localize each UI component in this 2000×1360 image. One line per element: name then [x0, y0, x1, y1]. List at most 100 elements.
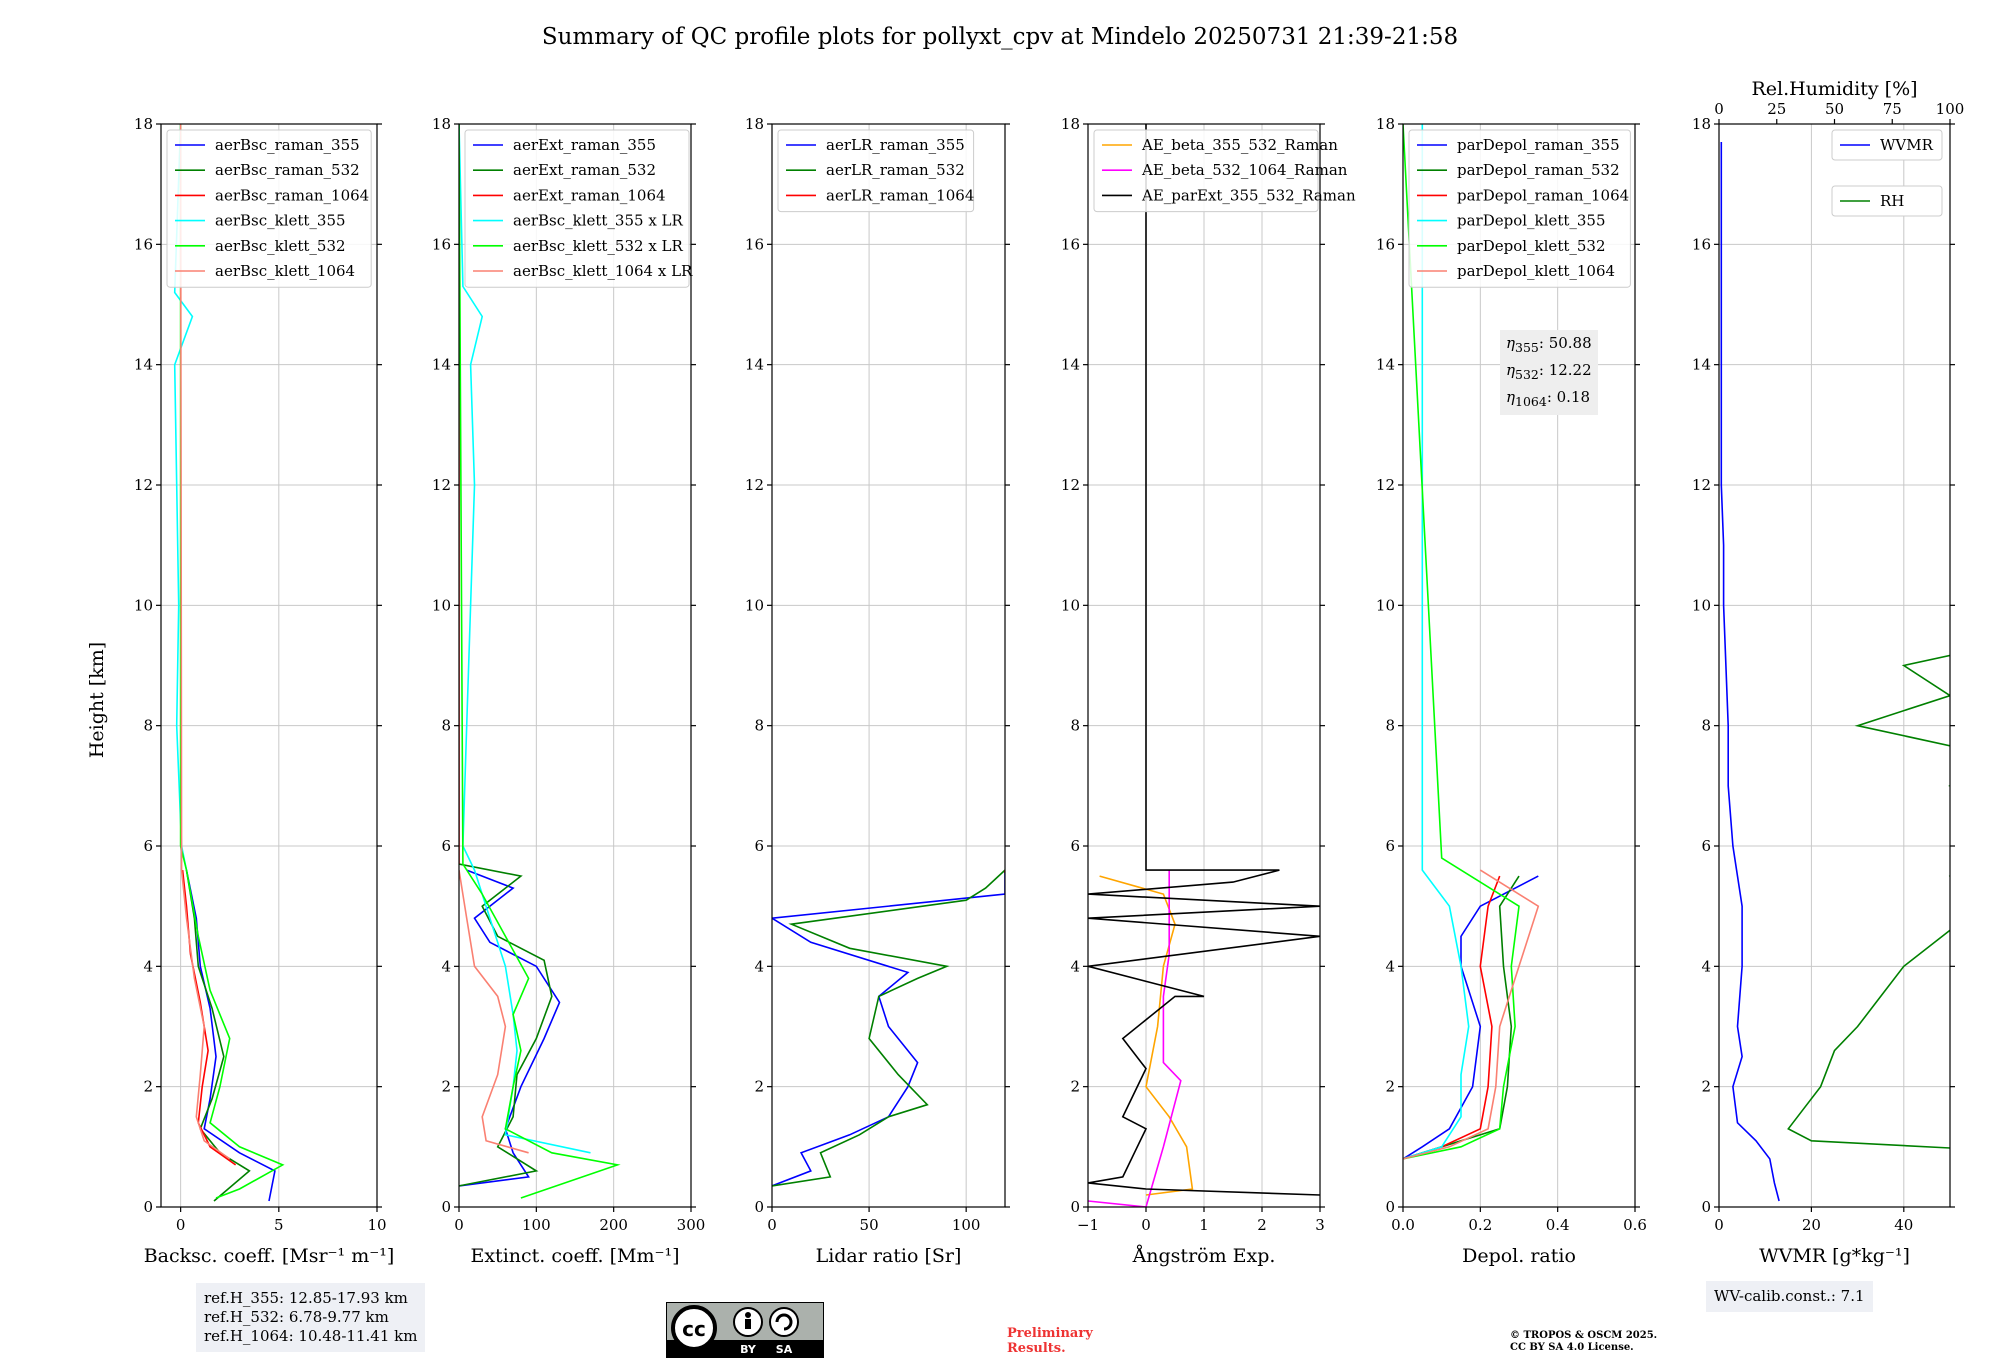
y-tick-label: 12	[1376, 476, 1395, 494]
y-tick-label: 12	[1061, 476, 1080, 494]
x-tick-label: 0	[454, 1216, 464, 1234]
axes-frame	[1718, 123, 1951, 1208]
legend-label: AE_beta_532_1064_Raman	[1141, 161, 1348, 179]
y-tick-label: 10	[432, 596, 451, 614]
legend-label: parDepol_klett_532	[1457, 237, 1606, 255]
y-tick-label: 4	[1070, 957, 1080, 975]
y-tick-label: 14	[745, 356, 764, 374]
legend-label: AE_beta_355_532_Raman	[1141, 136, 1338, 154]
series-group	[173, 124, 285, 1202]
x-axis-label: Extinct. coeff. [Mm⁻¹]	[470, 1245, 679, 1267]
svg-text:cc: cc	[682, 1317, 706, 1341]
y-tick-label: 10	[745, 596, 764, 614]
y-tick-label: 8	[1070, 717, 1080, 735]
y-tick-label: 2	[1070, 1078, 1080, 1096]
x-axis-label: Lidar ratio [Sr]	[816, 1245, 962, 1267]
series-line-aerBsc_raman_532	[185, 869, 251, 1202]
legend-label: aerBsc_raman_355	[215, 136, 360, 154]
legend-label: parDepol_raman_1064	[1457, 186, 1629, 204]
x-tick-label: 0.2	[1468, 1216, 1492, 1234]
series-line-aerBsc_klett_355 x LR	[459, 124, 591, 1154]
x2-tick-label: 100	[1936, 100, 1965, 118]
y-tick-label: 4	[754, 957, 764, 975]
series-line-aerBsc_klett_1064	[179, 124, 231, 1160]
y-tick-label: 8	[754, 717, 764, 735]
legend-label: parDepol_raman_355	[1457, 136, 1620, 154]
panel-5: 0 2 4 6 8 10 12 14 16 18 0.0 0.2 0.4 0.6 Depol. ratio p…	[1376, 115, 1647, 1267]
axes-frame	[160, 123, 378, 1208]
x-tick-label: 1	[1199, 1216, 1209, 1234]
legend-label: aerBsc_klett_532 x LR	[513, 237, 684, 255]
panel-2: 0 2 4 6 8 10 12 14 16 18 0 100 200 300 Extinct. coeff.…	[432, 115, 705, 1267]
y-tick-label: 12	[134, 476, 153, 494]
series-line-AE_beta_532_1064_Raman	[1088, 870, 1182, 1207]
legend-label: aerBsc_klett_1064	[215, 262, 355, 280]
series-line-aerExt_raman_355	[459, 869, 561, 1187]
series-line-parDepol_raman_1064	[1403, 875, 1501, 1160]
x-tick-label: 2	[1257, 1216, 1267, 1234]
copyright-note: © TROPOS & OSCM 2025. CC BY SA 4.0 Licen…	[1510, 1330, 1658, 1353]
y-tick-label: 0	[1070, 1198, 1080, 1216]
eta-355: η355: 50.88	[1506, 334, 1592, 355]
y-tick-label: 4	[1701, 957, 1711, 975]
series-line-AE_parExt_355_532_Raman	[1088, 124, 1320, 1196]
series-line-parDepol_raman_355	[1403, 875, 1539, 1160]
legend-label: aerLR_raman_532	[826, 161, 965, 179]
y-tick-label: 8	[441, 717, 451, 735]
series-line-aerBsc_klett_1064 x LR	[459, 869, 529, 1154]
x-tick-label: 0	[767, 1216, 777, 1234]
reference-height-box: ref.H_355: 12.85-17.93 km ref.H_532: 6.7…	[196, 1283, 426, 1352]
series-group	[1088, 124, 1320, 1207]
x-tick-label: 10	[367, 1216, 386, 1234]
x-tick-label: 50	[860, 1216, 879, 1234]
legend-label: aerBsc_klett_355	[215, 212, 346, 230]
y-tick-label: 16	[745, 235, 764, 253]
series-group	[459, 124, 621, 1199]
legend-box	[464, 129, 690, 288]
y-tick-label: 12	[1692, 476, 1711, 494]
y-tick-label: 8	[1701, 717, 1711, 735]
x-tick-label: 0	[1141, 1216, 1151, 1234]
y-tick-label: 0	[754, 1198, 764, 1216]
cc-icon	[671, 1305, 717, 1351]
y-tick-label: 0	[1385, 1198, 1395, 1216]
x-tick-label: 40	[1894, 1216, 1913, 1234]
x-axis-label: Ångström Exp.	[1132, 1245, 1276, 1267]
y-tick-label: 14	[1692, 356, 1711, 374]
series-line-aerBsc_klett_532	[179, 124, 285, 1199]
y-tick-label: 4	[441, 957, 451, 975]
y-tick-label: 18	[1376, 115, 1395, 133]
share-alike-icon	[769, 1307, 799, 1337]
series-line-aerBsc_raman_355	[185, 869, 276, 1202]
y-tick-label: 14	[432, 356, 451, 374]
x-tick-label: 0.4	[1546, 1216, 1570, 1234]
legend-label: parDepol_klett_1064	[1457, 262, 1615, 280]
y-tick-label: 18	[134, 115, 153, 133]
x2-tick-label: 25	[1767, 100, 1786, 118]
x-axis-label: Backsc. coeff. [Msr⁻¹ m⁻¹]	[144, 1245, 395, 1267]
legend-box	[1093, 129, 1319, 213]
legend-box	[1831, 129, 1943, 161]
legend-label: aerLR_raman_1064	[826, 186, 974, 204]
ref-height-355: ref.H_355: 12.85-17.93 km	[204, 1289, 408, 1307]
legend-label: aerLR_raman_355	[826, 136, 965, 154]
y-tick-label: 6	[143, 837, 153, 855]
by-label: BY	[740, 1343, 757, 1356]
x-tick-label: 0.0	[1391, 1216, 1415, 1234]
legend-label: parDepol_raman_532	[1457, 161, 1620, 179]
eta-532: η532: 12.22	[1506, 361, 1592, 382]
x-axis-label: Depol. ratio	[1462, 1245, 1576, 1267]
series-line-aerLR_raman_532	[772, 869, 1005, 1187]
x-tick-label: 0	[1714, 1216, 1724, 1234]
y-tick-label: 0	[441, 1198, 451, 1216]
y-tick-label: 18	[1692, 115, 1711, 133]
y-tick-label: 14	[1061, 356, 1080, 374]
legend-label: aerExt_raman_532	[513, 161, 656, 179]
x-tick-label: 100	[522, 1216, 551, 1234]
series-group	[1720, 142, 1950, 1202]
series-line-parDepol_klett_355	[1403, 124, 1470, 1160]
y-tick-label: 2	[1701, 1078, 1711, 1096]
y-tick-label: 6	[1070, 837, 1080, 855]
